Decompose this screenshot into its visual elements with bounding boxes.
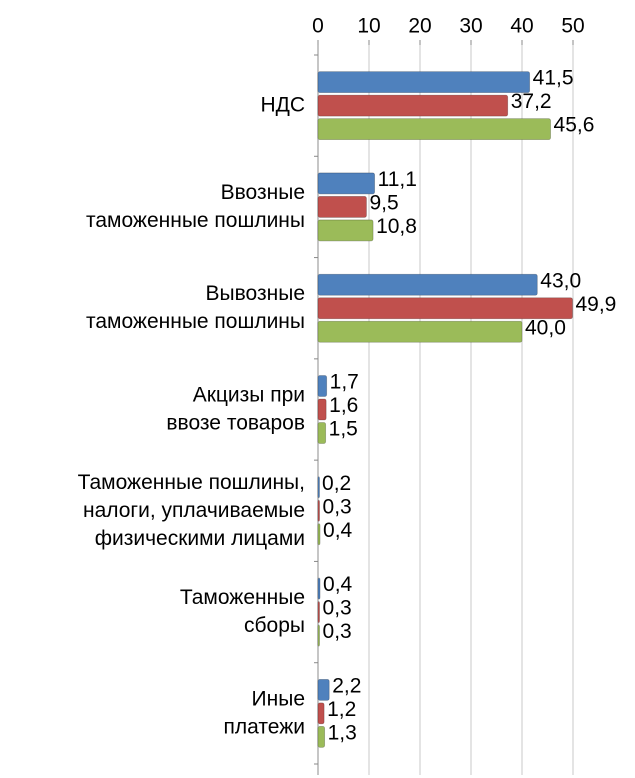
bar — [317, 678, 330, 701]
value-label: 0,2 — [322, 472, 351, 495]
value-label: 1,3 — [328, 721, 357, 744]
value-label: 0,3 — [323, 620, 352, 643]
value-label: 0,3 — [323, 597, 352, 620]
bar — [317, 375, 328, 397]
value-label: 11,1 — [378, 168, 417, 191]
bar — [317, 71, 531, 94]
category-label: Акцизы при ввозе товаров — [166, 383, 305, 434]
value-label: 1,7 — [330, 371, 359, 394]
bar — [317, 577, 321, 600]
bar — [317, 196, 367, 218]
value-label: 49,9 — [575, 293, 616, 316]
bar — [317, 725, 326, 748]
category-label: Иные платежи — [224, 687, 305, 738]
value-label: 41,5 — [533, 67, 574, 90]
x-tick-label: 50 — [561, 15, 584, 38]
x-tick-label: 20 — [408, 15, 431, 38]
value-label: 0,3 — [323, 495, 352, 518]
bar — [317, 320, 523, 343]
value-label: 0,4 — [323, 573, 353, 596]
value-label: 2,2 — [332, 674, 361, 697]
bar — [317, 398, 327, 421]
value-label: 43,0 — [540, 269, 581, 292]
value-label: 37,2 — [511, 90, 552, 113]
bar — [317, 601, 320, 623]
bar — [317, 624, 320, 647]
value-label: 10,8 — [376, 215, 417, 238]
bar — [317, 476, 320, 499]
bar — [317, 523, 321, 546]
bar — [317, 499, 320, 522]
bar — [317, 297, 573, 320]
bar — [317, 118, 551, 141]
value-label: 0,4 — [323, 519, 353, 542]
x-tick-label: 0 — [312, 15, 324, 38]
value-label: 1,5 — [329, 418, 358, 441]
bar — [317, 702, 325, 725]
category-label: Вывозные таможенные пошлины — [86, 282, 305, 333]
category-label: НДС — [260, 93, 305, 116]
bar — [317, 219, 374, 242]
category-label: Таможенные пошлины, налоги, уплачиваемые ф… — [78, 470, 305, 549]
x-tick-label: 30 — [459, 15, 482, 38]
category-label: Таможенные сборы — [180, 586, 305, 637]
bar — [317, 422, 327, 444]
bar — [317, 94, 509, 117]
value-label: 45,6 — [554, 114, 595, 137]
bar — [317, 273, 538, 296]
category-label: Ввозные таможенные пошлины — [86, 180, 305, 231]
value-label: 9,5 — [369, 191, 398, 214]
value-label: 40,0 — [525, 316, 566, 339]
value-label: 1,2 — [327, 698, 356, 721]
x-tick-label: 40 — [510, 15, 533, 38]
x-tick-label: 10 — [357, 15, 380, 38]
bar — [317, 172, 376, 195]
value-label: 1,6 — [329, 394, 358, 417]
